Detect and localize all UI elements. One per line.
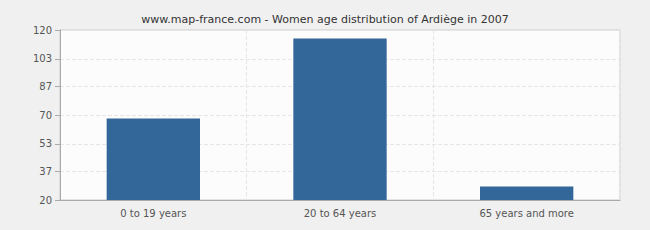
svg-text:103: 103	[33, 53, 52, 64]
svg-text:70: 70	[39, 110, 52, 121]
svg-text:20: 20	[39, 195, 52, 206]
svg-text:120: 120	[33, 25, 52, 36]
svg-text:53: 53	[39, 138, 52, 149]
svg-text:37: 37	[39, 166, 52, 177]
svg-text:20 to 64 years: 20 to 64 years	[304, 208, 377, 219]
svg-text:www.map-france.com - Women age: www.map-france.com - Women age distribut…	[141, 13, 508, 26]
svg-text:65 years and more: 65 years and more	[479, 208, 574, 219]
svg-text:87: 87	[39, 81, 52, 92]
svg-text:0 to 19 years: 0 to 19 years	[120, 208, 186, 219]
